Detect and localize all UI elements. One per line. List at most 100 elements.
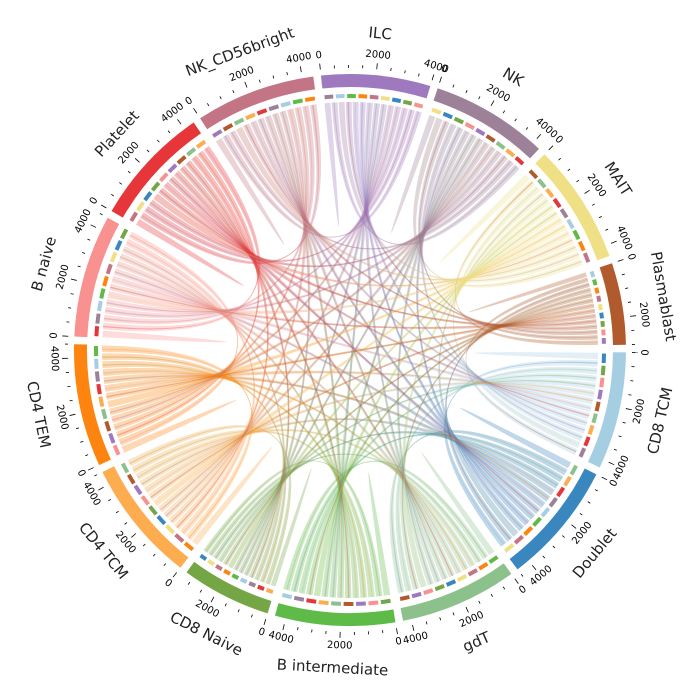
group-arc — [74, 344, 111, 466]
tick-label: 0 — [640, 349, 651, 355]
inner-target-mark — [582, 252, 591, 263]
inner-target-mark — [257, 584, 265, 591]
inner-target-mark — [402, 99, 413, 106]
inner-target-mark — [552, 197, 562, 209]
inner-target-mark — [126, 473, 136, 485]
ribbon — [103, 370, 469, 571]
inner-target-mark — [591, 413, 598, 424]
inner-target-mark — [356, 601, 366, 606]
minor-tick — [250, 614, 253, 618]
inner-target-mark — [577, 240, 586, 252]
inner-target-mark — [96, 383, 102, 395]
major-tick — [629, 315, 636, 317]
major-tick — [70, 278, 77, 281]
inner-target-mark — [112, 444, 121, 456]
major-tick — [625, 408, 632, 411]
ribbon — [104, 371, 594, 405]
minor-tick — [490, 593, 493, 597]
inner-target-mark — [464, 122, 475, 131]
group-arc — [102, 466, 189, 568]
minor-tick — [465, 90, 468, 94]
minor-tick — [272, 75, 275, 79]
inner-target-mark — [143, 191, 153, 202]
group-arc — [400, 563, 512, 621]
inner-target-mark — [268, 104, 280, 112]
tick-label: 4000 — [614, 224, 634, 252]
inner-target-mark — [445, 579, 457, 587]
tick-label: 0 — [315, 50, 322, 62]
inner-target-mark — [186, 147, 197, 157]
ribbon — [306, 294, 592, 596]
ribbon — [270, 467, 312, 587]
major-tick — [465, 606, 469, 613]
tick-label: 0 — [517, 584, 529, 597]
inner-target-mark — [504, 543, 515, 553]
ribbon — [106, 308, 596, 398]
tick-label: 2000 — [193, 598, 221, 620]
major-tick — [610, 240, 617, 244]
ribbon — [459, 407, 572, 469]
minor-tick — [587, 501, 591, 504]
tick-label: 2000 — [365, 49, 391, 62]
inner-target-mark — [245, 112, 256, 121]
ribbon — [210, 453, 482, 564]
ribbon — [391, 115, 436, 234]
inner-target-mark — [129, 211, 139, 222]
ribbon — [421, 124, 583, 441]
minor-tick — [558, 157, 562, 161]
tick-label: 4000 — [267, 630, 294, 647]
group-arc — [74, 217, 120, 338]
inner-target-mark — [600, 365, 606, 376]
minor-tick — [514, 118, 517, 122]
inner-target-mark — [545, 187, 555, 199]
minor-tick — [75, 427, 80, 430]
minor-tick — [605, 228, 609, 231]
major-tick — [282, 624, 285, 631]
minor-tick — [77, 265, 81, 268]
inner-target-mark — [165, 524, 176, 535]
minor-tick — [115, 510, 119, 514]
minor-tick — [94, 474, 98, 477]
ribbon — [168, 109, 306, 524]
ribbon — [218, 380, 596, 563]
major-tick — [100, 204, 107, 209]
ribbon — [229, 130, 512, 250]
inner-target-mark — [380, 95, 390, 102]
minor-tick — [258, 79, 261, 83]
inner-target-mark — [199, 553, 208, 561]
inner-target-mark — [108, 432, 116, 444]
inner-target-mark — [256, 108, 268, 116]
minor-tick — [286, 72, 288, 76]
major-tick — [88, 467, 94, 471]
minor-tick — [622, 421, 626, 424]
inner-target-mark — [304, 96, 316, 102]
major-tick — [584, 189, 590, 194]
minor-tick — [108, 499, 112, 502]
ribbon — [324, 102, 339, 227]
inner-target-mark — [592, 278, 598, 286]
tick-label: 2000 — [637, 301, 651, 328]
ribbon — [139, 418, 554, 493]
tick-label: 0 — [625, 252, 637, 262]
tick-label: 2000 — [327, 640, 353, 652]
inner-target-mark — [136, 201, 145, 212]
minor-tick — [591, 203, 595, 206]
ribbon — [309, 292, 593, 595]
major-tick — [439, 76, 442, 83]
inner-target-mark — [176, 155, 187, 165]
inner-target-mark — [563, 475, 572, 487]
group-label: gdT — [460, 628, 494, 656]
inner-target-mark — [600, 320, 605, 328]
inner-target-mark — [174, 533, 185, 543]
minor-tick — [87, 238, 91, 241]
minor-tick — [152, 553, 156, 557]
minor-tick — [69, 399, 73, 402]
minor-tick — [579, 513, 583, 516]
major-tick — [299, 66, 302, 73]
ribbon — [468, 272, 587, 313]
minor-tick — [146, 149, 150, 153]
minor-tick — [525, 127, 529, 130]
inner-target-mark — [559, 208, 569, 219]
inner-target-mark — [475, 127, 486, 137]
major-tick — [193, 107, 198, 114]
